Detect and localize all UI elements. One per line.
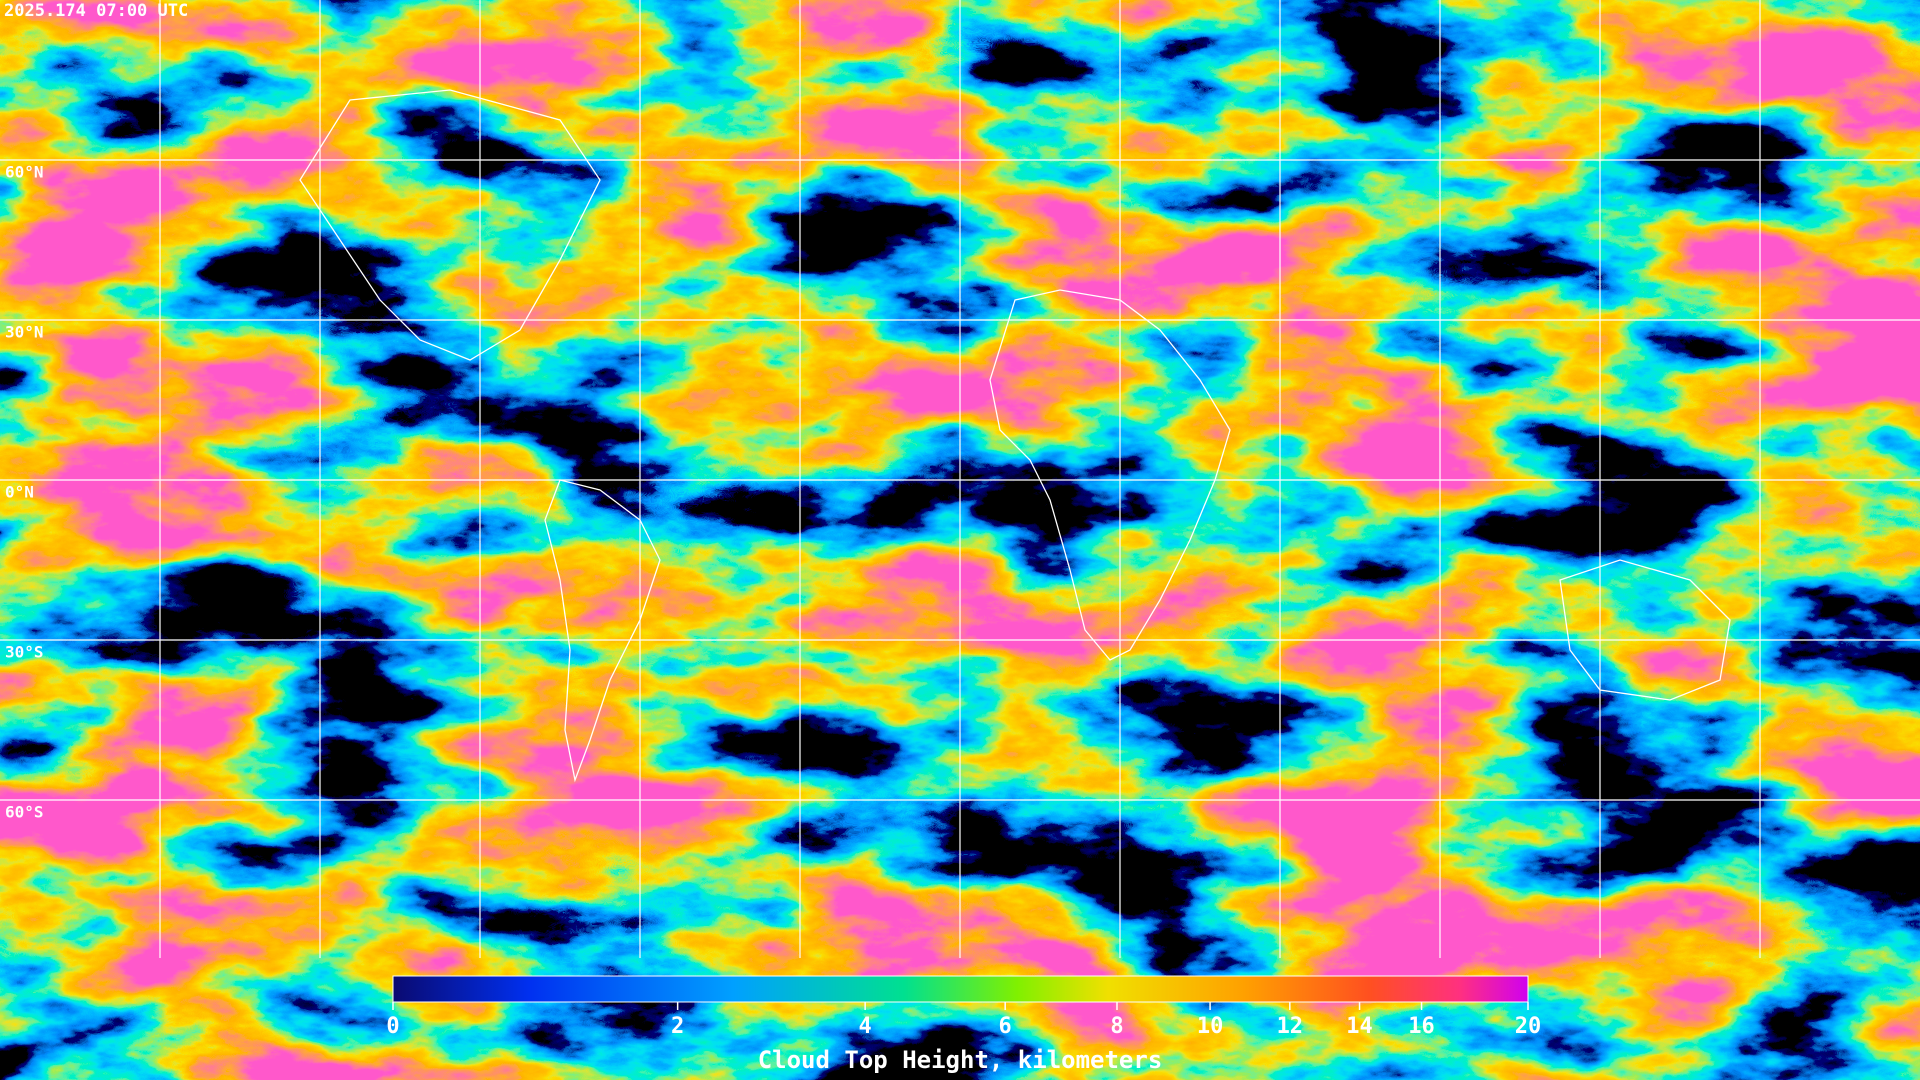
latitude-label: 60°N (5, 163, 44, 182)
latitude-label: 0°N (5, 483, 34, 502)
colorbar-tick-label: 10 (1197, 1014, 1224, 1039)
colorbar-tick-label: 2 (671, 1014, 684, 1039)
colorbar-tick-label: 20 (1515, 1014, 1542, 1039)
timestamp: 2025.174 07:00 UTC (4, 1, 188, 21)
colorbar (392, 975, 1529, 1003)
graticule (0, 0, 1920, 958)
colorbar-tick-label: 8 (1110, 1014, 1123, 1039)
colorbar-tick-label: 0 (386, 1014, 399, 1039)
coastlines (299, 89, 1731, 783)
colorbar-tick-label: 4 (859, 1014, 872, 1039)
colorbar-tick-label: 6 (999, 1014, 1012, 1039)
colorbar-tick-label: 16 (1408, 1014, 1435, 1039)
latitude-label: 60°S (5, 803, 44, 822)
colorbar-tick-label: 14 (1346, 1014, 1373, 1039)
colorbar-title: Cloud Top Height, kilometers (758, 1046, 1163, 1074)
colorbar-tick-label: 12 (1277, 1014, 1304, 1039)
latitude-label: 30°S (5, 643, 44, 662)
latitude-label: 30°N (5, 323, 44, 342)
